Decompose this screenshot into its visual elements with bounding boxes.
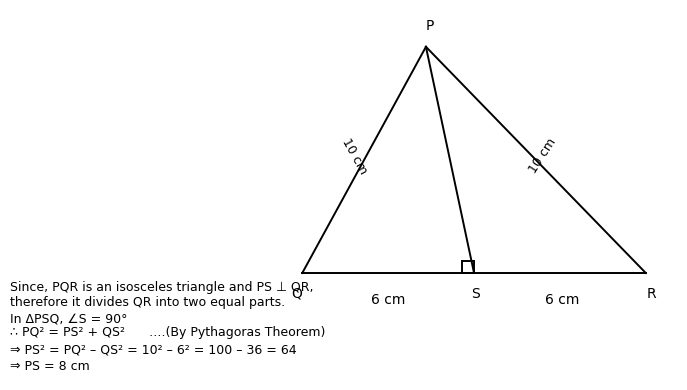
Text: S: S bbox=[471, 287, 480, 301]
Text: Since, PQR is an isosceles triangle and PS ⊥ QR,: Since, PQR is an isosceles triangle and … bbox=[10, 281, 314, 294]
Text: 10 cm: 10 cm bbox=[339, 136, 370, 176]
Text: 10 cm: 10 cm bbox=[527, 136, 559, 176]
Text: 6 cm: 6 cm bbox=[371, 292, 405, 307]
Text: ⇒ PS = 8 cm: ⇒ PS = 8 cm bbox=[10, 360, 90, 373]
Text: In ΔPSQ, ∠S = 90°: In ΔPSQ, ∠S = 90° bbox=[10, 312, 128, 325]
Text: ∴ PQ² = PS² + QS²      ….(By Pythagoras Theorem): ∴ PQ² = PS² + QS² ….(By Pythagoras Theor… bbox=[10, 326, 326, 339]
Text: therefore it divides QR into two equal parts.: therefore it divides QR into two equal p… bbox=[10, 296, 285, 309]
Text: R: R bbox=[646, 287, 656, 301]
Text: ⇒ PS² = PQ² – QS² = 10² – 6² = 100 – 36 = 64: ⇒ PS² = PQ² – QS² = 10² – 6² = 100 – 36 … bbox=[10, 343, 297, 356]
Text: 6 cm: 6 cm bbox=[545, 292, 579, 307]
Text: Q: Q bbox=[291, 287, 302, 301]
Text: P: P bbox=[425, 19, 433, 33]
